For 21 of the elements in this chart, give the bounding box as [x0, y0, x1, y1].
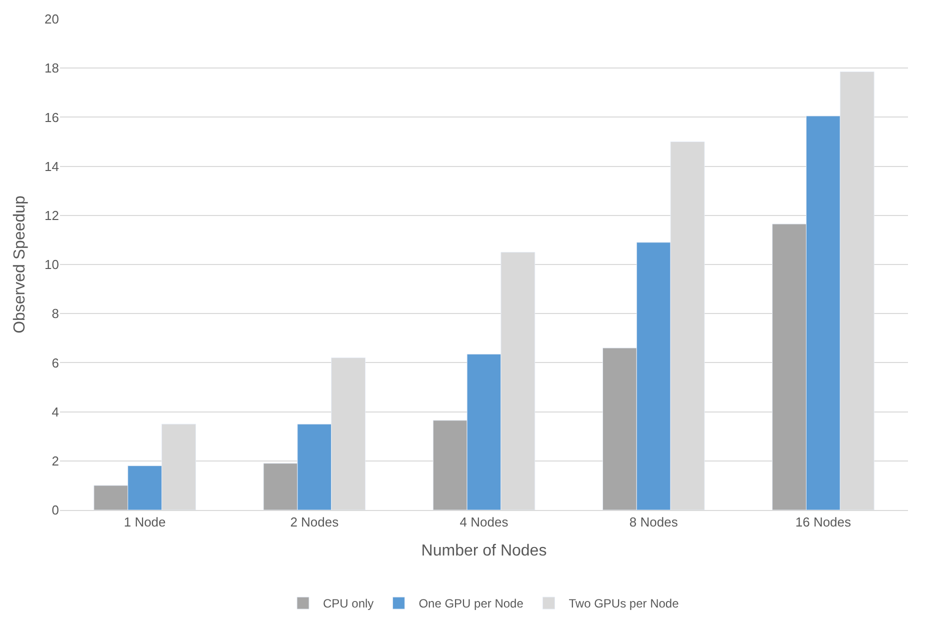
x-tick-label: 8 Nodes	[629, 514, 678, 530]
x-axis-title: Number of Nodes	[421, 542, 547, 560]
y-tick-label: 6	[52, 355, 59, 370]
y-axis-title: Observed Speedup	[11, 195, 28, 334]
y-tick-label: 20	[44, 12, 59, 27]
y-tick-label: 18	[44, 60, 59, 76]
x-tick-label: 2 Nodes	[290, 514, 340, 530]
y-tick-label: 12	[44, 208, 59, 223]
x-tick-label: 4 Nodes	[460, 514, 509, 530]
y-tick-label: 16	[44, 110, 59, 125]
y-tick-label: 10	[44, 257, 59, 272]
legend-label: One GPU per Node	[418, 596, 524, 611]
y-tick-label: 8	[52, 306, 59, 322]
y-tick-label: 0	[52, 502, 59, 518]
legend-label: CPU only	[323, 596, 374, 611]
y-tick-label: 4	[52, 404, 59, 420]
y-tick-label: 14	[44, 158, 59, 174]
y-tick-label: 2	[52, 453, 59, 468]
x-tick-label: 1 Node	[124, 514, 166, 530]
legend-label: Two GPUs per Node	[568, 596, 680, 611]
x-tick-label: 16 Nodes	[795, 514, 852, 530]
